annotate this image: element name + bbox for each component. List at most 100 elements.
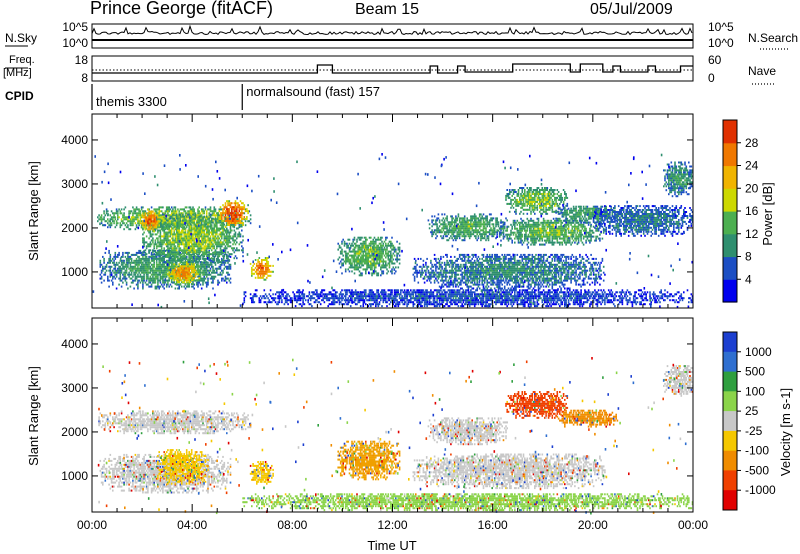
echo-cell [269,270,272,273]
echo-cell [103,259,105,262]
echo-cell [140,279,143,282]
echo-cell [486,261,488,264]
echo-cell [368,260,371,263]
echo-cell [375,250,377,253]
echo-cell [99,263,102,266]
echo-cell [425,269,427,272]
echo-cell [172,257,174,260]
echo-cell [492,235,495,238]
echo-cell [218,227,221,230]
echo-cell [204,239,207,242]
echo-cell [188,249,190,252]
echo-cell [174,245,177,248]
echo-cell [119,210,122,213]
echo-cell [140,267,143,270]
echo-cell [173,267,175,270]
echo-cell [154,267,157,270]
echo-cell [202,239,204,242]
echo-cell [150,233,153,236]
echo-cell [352,254,354,257]
echo-cell [104,220,107,223]
echo-cell [199,243,202,246]
echo-cell [460,233,462,236]
echo-cell [232,237,234,240]
echo-cell [175,261,178,264]
echo-cell [346,252,348,255]
echo-cell [524,275,526,278]
echo-cell [132,214,134,217]
echo-cell [456,231,458,234]
echo-cell [488,277,491,280]
echo-cell [165,218,168,221]
echo-cell [190,235,193,238]
echo-cell [205,235,208,238]
echo-cell [467,257,470,260]
echo-cell [160,271,163,274]
echo-cell [511,277,513,280]
echo-cell [398,254,401,257]
echo-cell [514,263,516,266]
echo-cell [490,273,492,276]
echo-cell [415,259,417,262]
echo-cell [133,220,135,223]
echo-cell [485,255,487,258]
echo-cell [100,275,103,278]
echo-cell [441,237,443,240]
echo-cell [112,216,114,219]
echo-cell [198,281,200,284]
echo-cell [477,259,480,262]
echo-cell [159,285,162,288]
echo-cell [113,259,115,262]
echo-cell [130,269,133,272]
echo-cell [179,215,182,218]
echo-cell [521,273,524,276]
echo-cell [372,264,375,267]
echo-cell [205,231,208,234]
echo-cell [465,279,467,282]
echo-cell [219,235,222,238]
echo-cell [381,264,383,267]
echo-cell [370,262,372,265]
echo-cell [486,217,488,220]
echo-cell [228,235,231,238]
echo-cell [223,223,226,226]
echo-cell [436,227,438,230]
echo-cell [517,275,520,278]
echo-cell [114,216,117,219]
echo-cell [223,259,226,262]
echo-cell [472,273,475,276]
echo-cell [144,261,147,264]
echo-cell [160,210,163,213]
echo-cell [184,261,187,264]
echo-cell [517,267,520,270]
echo-cell [140,263,143,266]
echo-cell [204,249,207,252]
echo-cell [352,238,354,241]
echo-cell [480,213,482,216]
echo-cell [514,253,516,256]
echo-cell [228,259,231,262]
echo-cell [212,267,214,270]
echo-cell [420,257,422,260]
echo-cell [346,244,348,247]
echo-cell [503,263,506,266]
echo-cell [154,210,157,213]
echo-cell [203,215,205,218]
echo-cell [170,217,173,220]
echo-cell [385,260,387,263]
echo-cell [456,273,458,276]
echo-cell [223,237,226,240]
echo-cell [124,251,127,254]
echo-cell [221,269,223,272]
echo-cell [174,247,177,250]
echo-cell [107,218,109,221]
echo-cell [103,267,105,270]
echo-cell [110,224,113,227]
echo-cell [462,229,465,232]
echo-cell [165,208,168,211]
echo-cell [177,253,179,256]
echo-cell [99,216,102,219]
echo-cell [425,273,427,276]
echo-cell [164,275,167,278]
echo-cell [462,259,465,262]
